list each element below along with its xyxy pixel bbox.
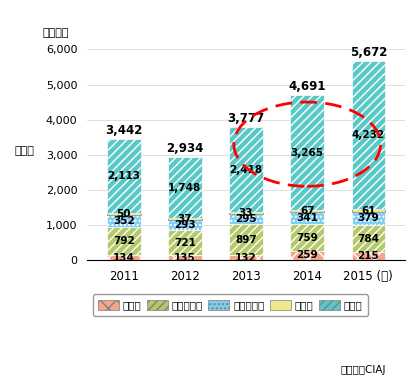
Text: 61: 61 bbox=[361, 206, 375, 216]
Bar bbox=[229, 255, 263, 260]
Bar bbox=[290, 212, 324, 224]
Bar bbox=[290, 224, 324, 251]
Bar bbox=[229, 128, 263, 212]
Bar bbox=[107, 228, 141, 255]
Text: 3,777: 3,777 bbox=[228, 112, 265, 125]
Bar bbox=[107, 139, 141, 213]
Text: （出典）CIAJ: （出典）CIAJ bbox=[341, 365, 386, 375]
Text: 134: 134 bbox=[113, 253, 135, 263]
Bar bbox=[168, 230, 202, 255]
Text: 4,232: 4,232 bbox=[352, 130, 385, 140]
Bar bbox=[352, 210, 385, 212]
Text: 295: 295 bbox=[235, 214, 257, 224]
Bar bbox=[290, 210, 324, 212]
Bar bbox=[107, 255, 141, 260]
Bar bbox=[352, 225, 385, 252]
Text: 2,418: 2,418 bbox=[229, 165, 262, 175]
Bar bbox=[229, 212, 263, 214]
Text: 4,691: 4,691 bbox=[289, 80, 326, 93]
Text: 721: 721 bbox=[174, 237, 196, 247]
Text: 2,113: 2,113 bbox=[107, 171, 140, 181]
Text: 293: 293 bbox=[174, 220, 196, 230]
Text: 33: 33 bbox=[239, 208, 253, 218]
Bar bbox=[352, 212, 385, 225]
Text: 3,265: 3,265 bbox=[291, 148, 324, 158]
Text: 259: 259 bbox=[297, 250, 318, 260]
Text: 2,934: 2,934 bbox=[166, 142, 204, 155]
Bar bbox=[229, 224, 263, 255]
Text: 379: 379 bbox=[357, 213, 379, 223]
Text: 135: 135 bbox=[174, 253, 196, 263]
Text: 132: 132 bbox=[235, 253, 257, 263]
Bar bbox=[107, 213, 141, 215]
Bar bbox=[229, 214, 263, 224]
Bar bbox=[168, 255, 202, 260]
Bar bbox=[352, 61, 385, 210]
Text: 67: 67 bbox=[300, 206, 315, 216]
Text: 37: 37 bbox=[178, 214, 192, 224]
Bar bbox=[290, 95, 324, 210]
Text: 341: 341 bbox=[296, 213, 318, 223]
Text: 1,748: 1,748 bbox=[168, 183, 202, 193]
Text: 784: 784 bbox=[357, 234, 379, 244]
Text: 759: 759 bbox=[297, 232, 318, 242]
Text: 215: 215 bbox=[357, 251, 379, 261]
Text: 50: 50 bbox=[116, 209, 131, 219]
Bar bbox=[168, 157, 202, 218]
Bar bbox=[352, 252, 385, 260]
Text: 3,442: 3,442 bbox=[105, 124, 142, 137]
Text: 5,672: 5,672 bbox=[349, 46, 387, 59]
Text: 792: 792 bbox=[113, 236, 135, 246]
Bar bbox=[168, 218, 202, 220]
Bar bbox=[107, 215, 141, 228]
Legend: その他, 北アメリカ, ヨーロッパ, 中近東, アジア: その他, 北アメリカ, ヨーロッパ, 中近東, アジア bbox=[93, 295, 368, 316]
Text: （億円）: （億円） bbox=[42, 28, 69, 38]
Text: 897: 897 bbox=[235, 235, 257, 245]
Bar bbox=[290, 251, 324, 260]
Y-axis label: 額住数: 額住数 bbox=[15, 146, 35, 156]
Text: 352: 352 bbox=[113, 216, 135, 226]
Bar bbox=[168, 220, 202, 230]
